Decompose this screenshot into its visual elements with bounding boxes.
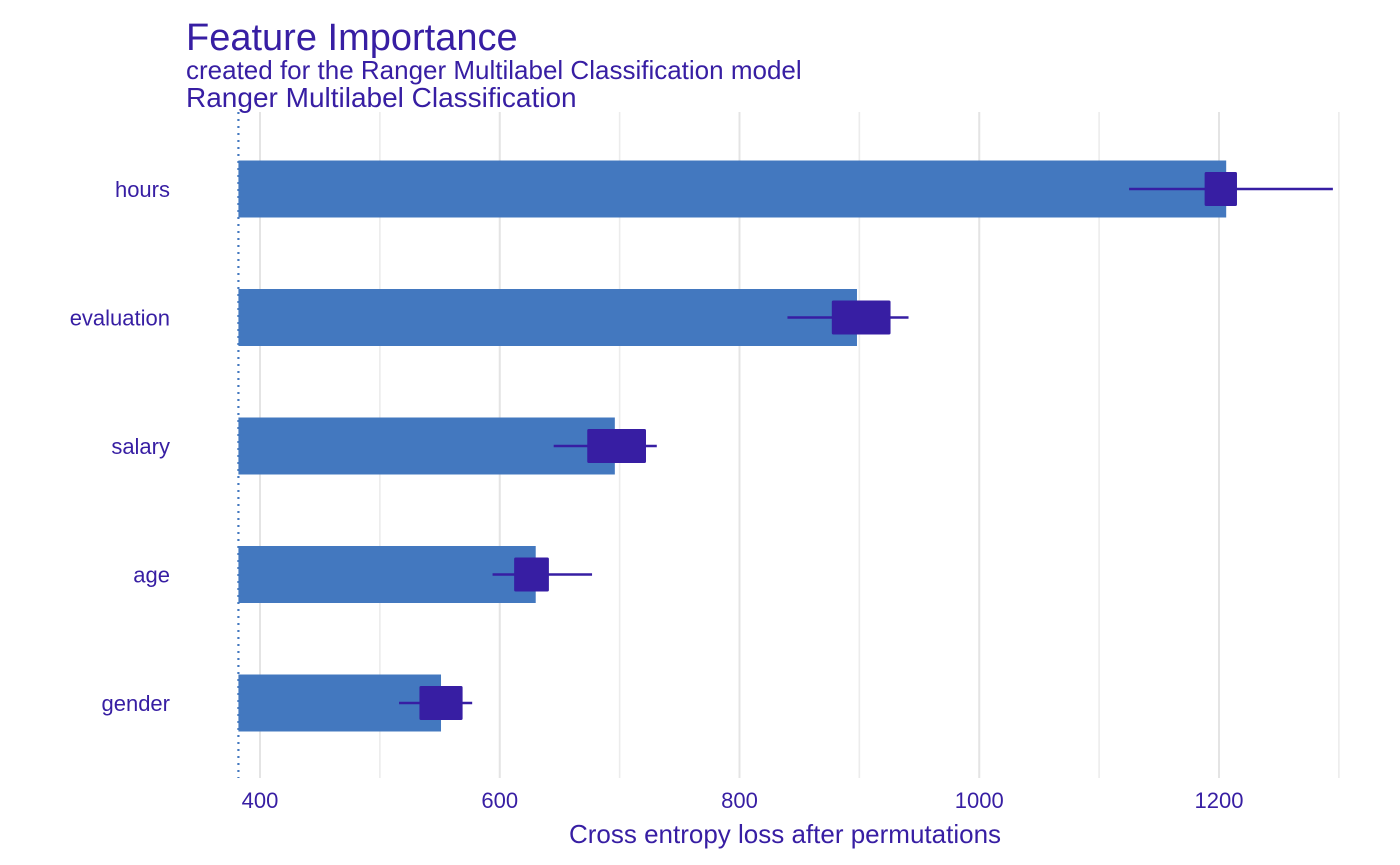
- x-tick-label-1200: 1200: [1195, 788, 1244, 813]
- box-salary: [587, 429, 646, 463]
- x-axis-label: Cross entropy loss after permutations: [569, 819, 1001, 849]
- bar-evaluation: [238, 289, 857, 346]
- x-tick-label-600: 600: [481, 788, 518, 813]
- box-gender: [419, 686, 463, 720]
- y-label-age: age: [133, 563, 170, 588]
- x-tick-label-400: 400: [242, 788, 279, 813]
- bar-age: [238, 546, 536, 603]
- x-axis-ticks: 400 600 800 1000 1200: [242, 788, 1244, 813]
- box-evaluation: [831, 300, 891, 335]
- x-tick-label-800: 800: [721, 788, 758, 813]
- chart-title: Feature Importance: [186, 17, 518, 59]
- panel-label: Ranger Multilabel Classification: [186, 82, 577, 113]
- x-tick-label-1000: 1000: [955, 788, 1004, 813]
- bars-layer: [238, 160, 1333, 732]
- y-label-gender: gender: [101, 691, 170, 716]
- grid-lines: [259, 112, 1340, 778]
- chart-subtitle: created for the Ranger Multilabel Classi…: [186, 55, 802, 85]
- bar-salary: [238, 417, 615, 475]
- y-label-evaluation: evaluation: [70, 306, 170, 331]
- y-label-hours: hours: [115, 177, 170, 202]
- y-axis-labels: hours evaluation salary age gender: [70, 177, 170, 716]
- bar-hours: [238, 160, 1227, 218]
- box-hours: [1204, 172, 1237, 206]
- box-age: [514, 557, 549, 592]
- y-label-salary: salary: [111, 434, 170, 459]
